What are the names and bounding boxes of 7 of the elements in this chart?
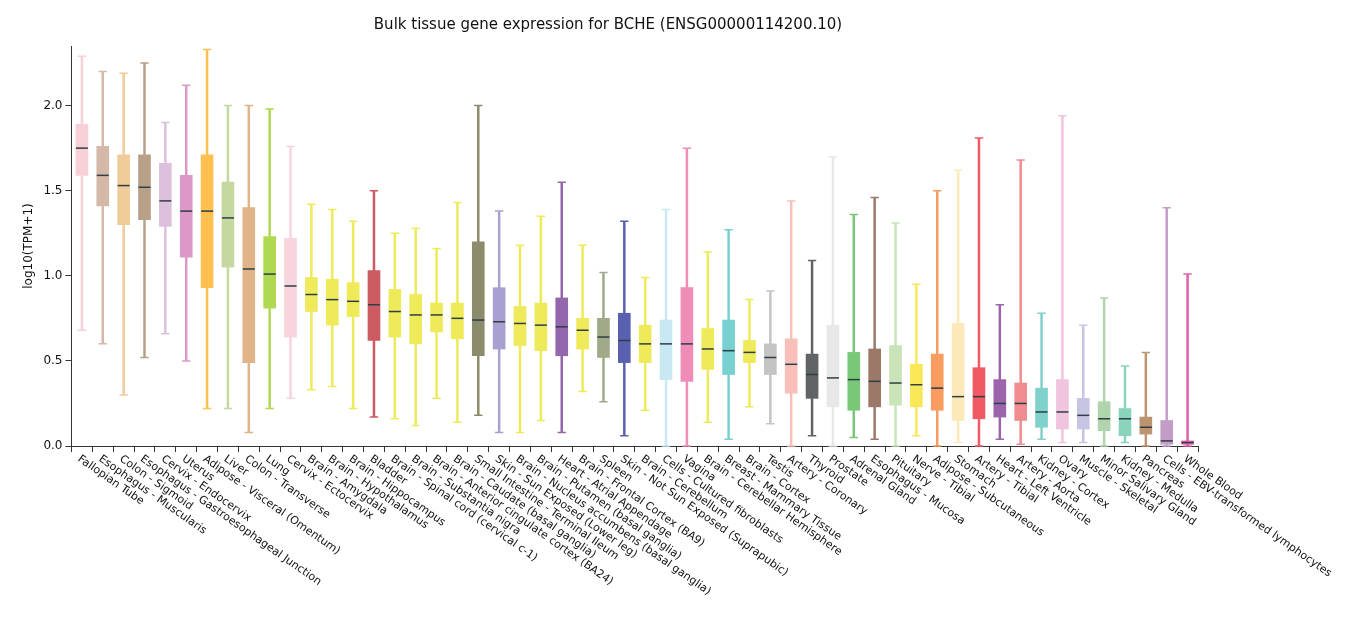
chart-title: Bulk tissue gene expression for BCHE (ENSG00000114200.10) — [373, 14, 843, 33]
y-tick-label: 0.0 — [43, 438, 63, 453]
y-tick-label: 1.0 — [43, 267, 63, 282]
y-tick-label: 1.5 — [43, 182, 63, 197]
y-tick-label: 2.0 — [43, 97, 63, 112]
y-tick-label: 0.5 — [43, 353, 63, 368]
y-axis-title: log10(TPM+1) — [21, 203, 36, 289]
